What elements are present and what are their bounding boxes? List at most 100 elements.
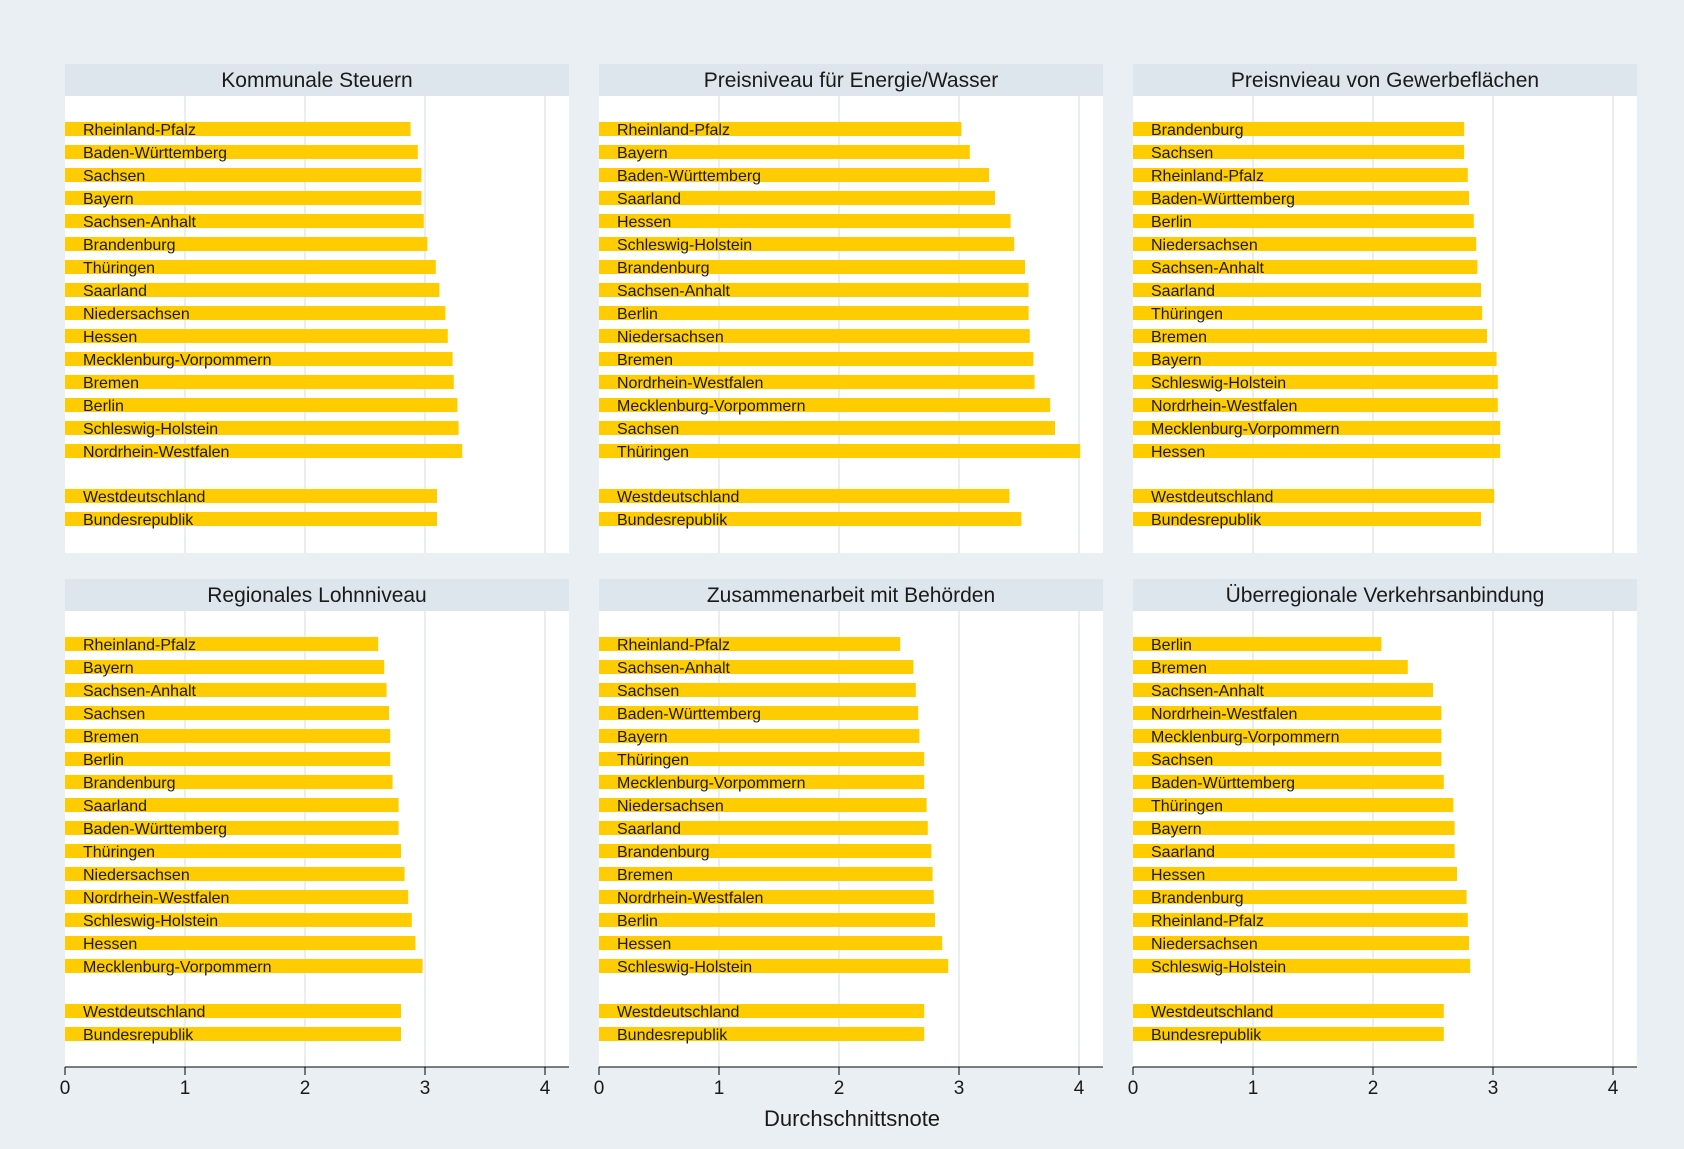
summary-bar — [65, 1027, 401, 1041]
bar-label: Brandenburg — [83, 775, 176, 792]
bar-label: Bremen — [1151, 329, 1207, 346]
plot-area — [599, 611, 1103, 1067]
bar-label: Saarland — [617, 821, 681, 838]
panel-5: Zusammenarbeit mit Behörden Rheinland-Pfa… — [594, 579, 1103, 1099]
bar-label: Bremen — [83, 375, 139, 392]
bar-label: Bayern — [1151, 821, 1202, 838]
bar-label: Schleswig-Holstein — [1151, 375, 1286, 392]
bar-label: Berlin — [83, 752, 124, 769]
x-tick-label: 0 — [1128, 1078, 1139, 1099]
bar-label: Hessen — [83, 936, 137, 953]
bar-label: Berlin — [617, 306, 658, 323]
bar — [1133, 959, 1471, 973]
bar-label: Bayern — [83, 660, 134, 677]
bar — [65, 660, 385, 674]
panel-6: Überregionale Verkehrsanbindung Berlin Bre… — [1128, 579, 1637, 1099]
bar-label: Sachsen-Anhalt — [617, 283, 731, 300]
bar — [599, 936, 943, 950]
bar-label: Sachsen — [617, 683, 679, 700]
bar — [65, 752, 391, 766]
bar — [1133, 867, 1457, 881]
x-tick-label: 2 — [1368, 1078, 1379, 1099]
bar — [65, 191, 422, 205]
bar-label: Baden-Württemberg — [1151, 775, 1295, 792]
summary-bar — [1133, 512, 1481, 526]
bar-label: Hessen — [617, 936, 671, 953]
bar — [1133, 352, 1497, 366]
summary-bar-label: Bundesrepublik — [1151, 1027, 1262, 1044]
bar-label: Nordrhein-Westfalen — [617, 375, 763, 392]
bar — [599, 775, 925, 789]
x-tick-label: 3 — [954, 1078, 965, 1099]
bar — [65, 821, 399, 835]
bar-label: Sachsen — [83, 706, 145, 723]
panel-4: Regionales Lohnniveau Rheinland-Pfalz Baye… — [60, 579, 569, 1099]
bar — [1133, 375, 1498, 389]
bar — [65, 844, 401, 858]
bar — [599, 283, 1029, 297]
bar-label: Hessen — [617, 214, 671, 231]
summary-bar — [599, 489, 1010, 503]
bar — [65, 683, 387, 697]
bar-label: Bayern — [1151, 352, 1202, 369]
bar — [1133, 237, 1477, 251]
bar-label: Baden-Württemberg — [617, 706, 761, 723]
bar — [1133, 283, 1481, 297]
bar-label: Brandenburg — [1151, 122, 1244, 139]
bar-label: Thüringen — [617, 752, 689, 769]
bar — [599, 214, 1011, 228]
summary-bar-label: Bundesrepublik — [617, 512, 728, 529]
bar — [599, 375, 1035, 389]
bar-label: Berlin — [1151, 637, 1192, 654]
bar — [599, 867, 933, 881]
plot-area — [1133, 96, 1637, 553]
summary-bar-label: Bundesrepublik — [83, 1027, 194, 1044]
summary-bar — [599, 1027, 925, 1041]
bar — [1133, 683, 1433, 697]
bar — [1133, 890, 1467, 904]
bar — [599, 421, 1055, 435]
bar-label: Sachsen — [1151, 752, 1213, 769]
x-tick-label: 0 — [594, 1078, 605, 1099]
bar — [65, 729, 391, 743]
bar — [1133, 775, 1444, 789]
bar — [599, 844, 932, 858]
bar — [599, 306, 1029, 320]
bar — [65, 775, 393, 789]
bar — [65, 352, 453, 366]
panel-header — [599, 64, 1103, 96]
summary-bar — [1133, 1027, 1444, 1041]
bar — [599, 798, 927, 812]
panel-title: Kommunale Steuern — [221, 69, 412, 92]
bar — [65, 706, 389, 720]
bar-label: Bayern — [83, 191, 134, 208]
bar-label: Nordrhein-Westfalen — [83, 444, 229, 461]
bar — [65, 798, 399, 812]
bar — [599, 637, 901, 651]
bar — [65, 306, 446, 320]
bar — [599, 752, 925, 766]
bar-label: Brandenburg — [1151, 890, 1244, 907]
bar — [599, 444, 1081, 458]
bar — [65, 398, 458, 412]
bar-label: Baden-Württemberg — [83, 145, 227, 162]
bar-label: Rheinland-Pfalz — [83, 122, 196, 139]
bar-label: Saarland — [83, 283, 147, 300]
bar — [599, 706, 919, 720]
summary-bar — [599, 1004, 925, 1018]
bar — [1133, 168, 1468, 182]
bar — [1133, 421, 1501, 435]
bar — [65, 959, 423, 973]
bar-label: Rheinland-Pfalz — [83, 637, 196, 654]
bar — [599, 729, 920, 743]
panel-header — [65, 579, 569, 611]
summary-bar-label: Bundesrepublik — [1151, 512, 1262, 529]
bar-label: Saarland — [1151, 844, 1215, 861]
bar-label: Rheinland-Pfalz — [1151, 168, 1264, 185]
panel-header — [65, 64, 569, 96]
bar-label: Berlin — [617, 913, 658, 930]
bar — [599, 398, 1051, 412]
bar-label: Niedersachsen — [1151, 936, 1258, 953]
bar-label: Sachsen — [1151, 145, 1213, 162]
